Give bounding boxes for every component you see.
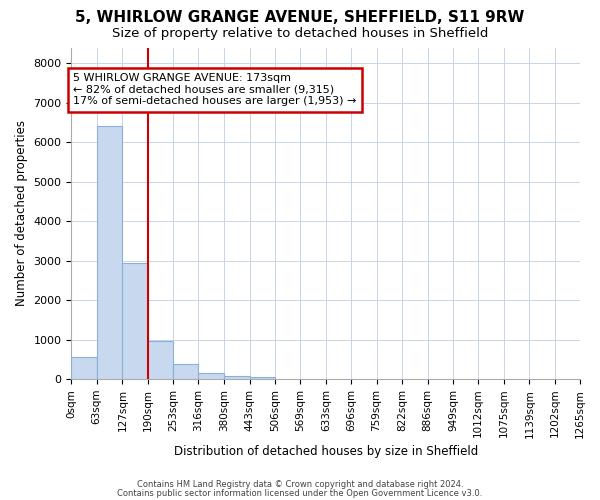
X-axis label: Distribution of detached houses by size in Sheffield: Distribution of detached houses by size …: [173, 444, 478, 458]
Bar: [199, 373, 224, 379]
Text: Size of property relative to detached houses in Sheffield: Size of property relative to detached ho…: [112, 28, 488, 40]
Bar: [250, 377, 275, 379]
Bar: [97, 126, 122, 379]
Text: 5, WHIRLOW GRANGE AVENUE, SHEFFIELD, S11 9RW: 5, WHIRLOW GRANGE AVENUE, SHEFFIELD, S11…: [76, 10, 524, 25]
Bar: [173, 364, 199, 379]
Text: 5 WHIRLOW GRANGE AVENUE: 173sqm
← 82% of detached houses are smaller (9,315)
17%: 5 WHIRLOW GRANGE AVENUE: 173sqm ← 82% of…: [73, 73, 357, 106]
Text: Contains public sector information licensed under the Open Government Licence v3: Contains public sector information licen…: [118, 488, 482, 498]
Text: Contains HM Land Registry data © Crown copyright and database right 2024.: Contains HM Land Registry data © Crown c…: [137, 480, 463, 489]
Bar: [148, 341, 173, 379]
Bar: [224, 376, 250, 379]
Bar: [71, 358, 97, 379]
Bar: [122, 262, 148, 379]
Y-axis label: Number of detached properties: Number of detached properties: [15, 120, 28, 306]
